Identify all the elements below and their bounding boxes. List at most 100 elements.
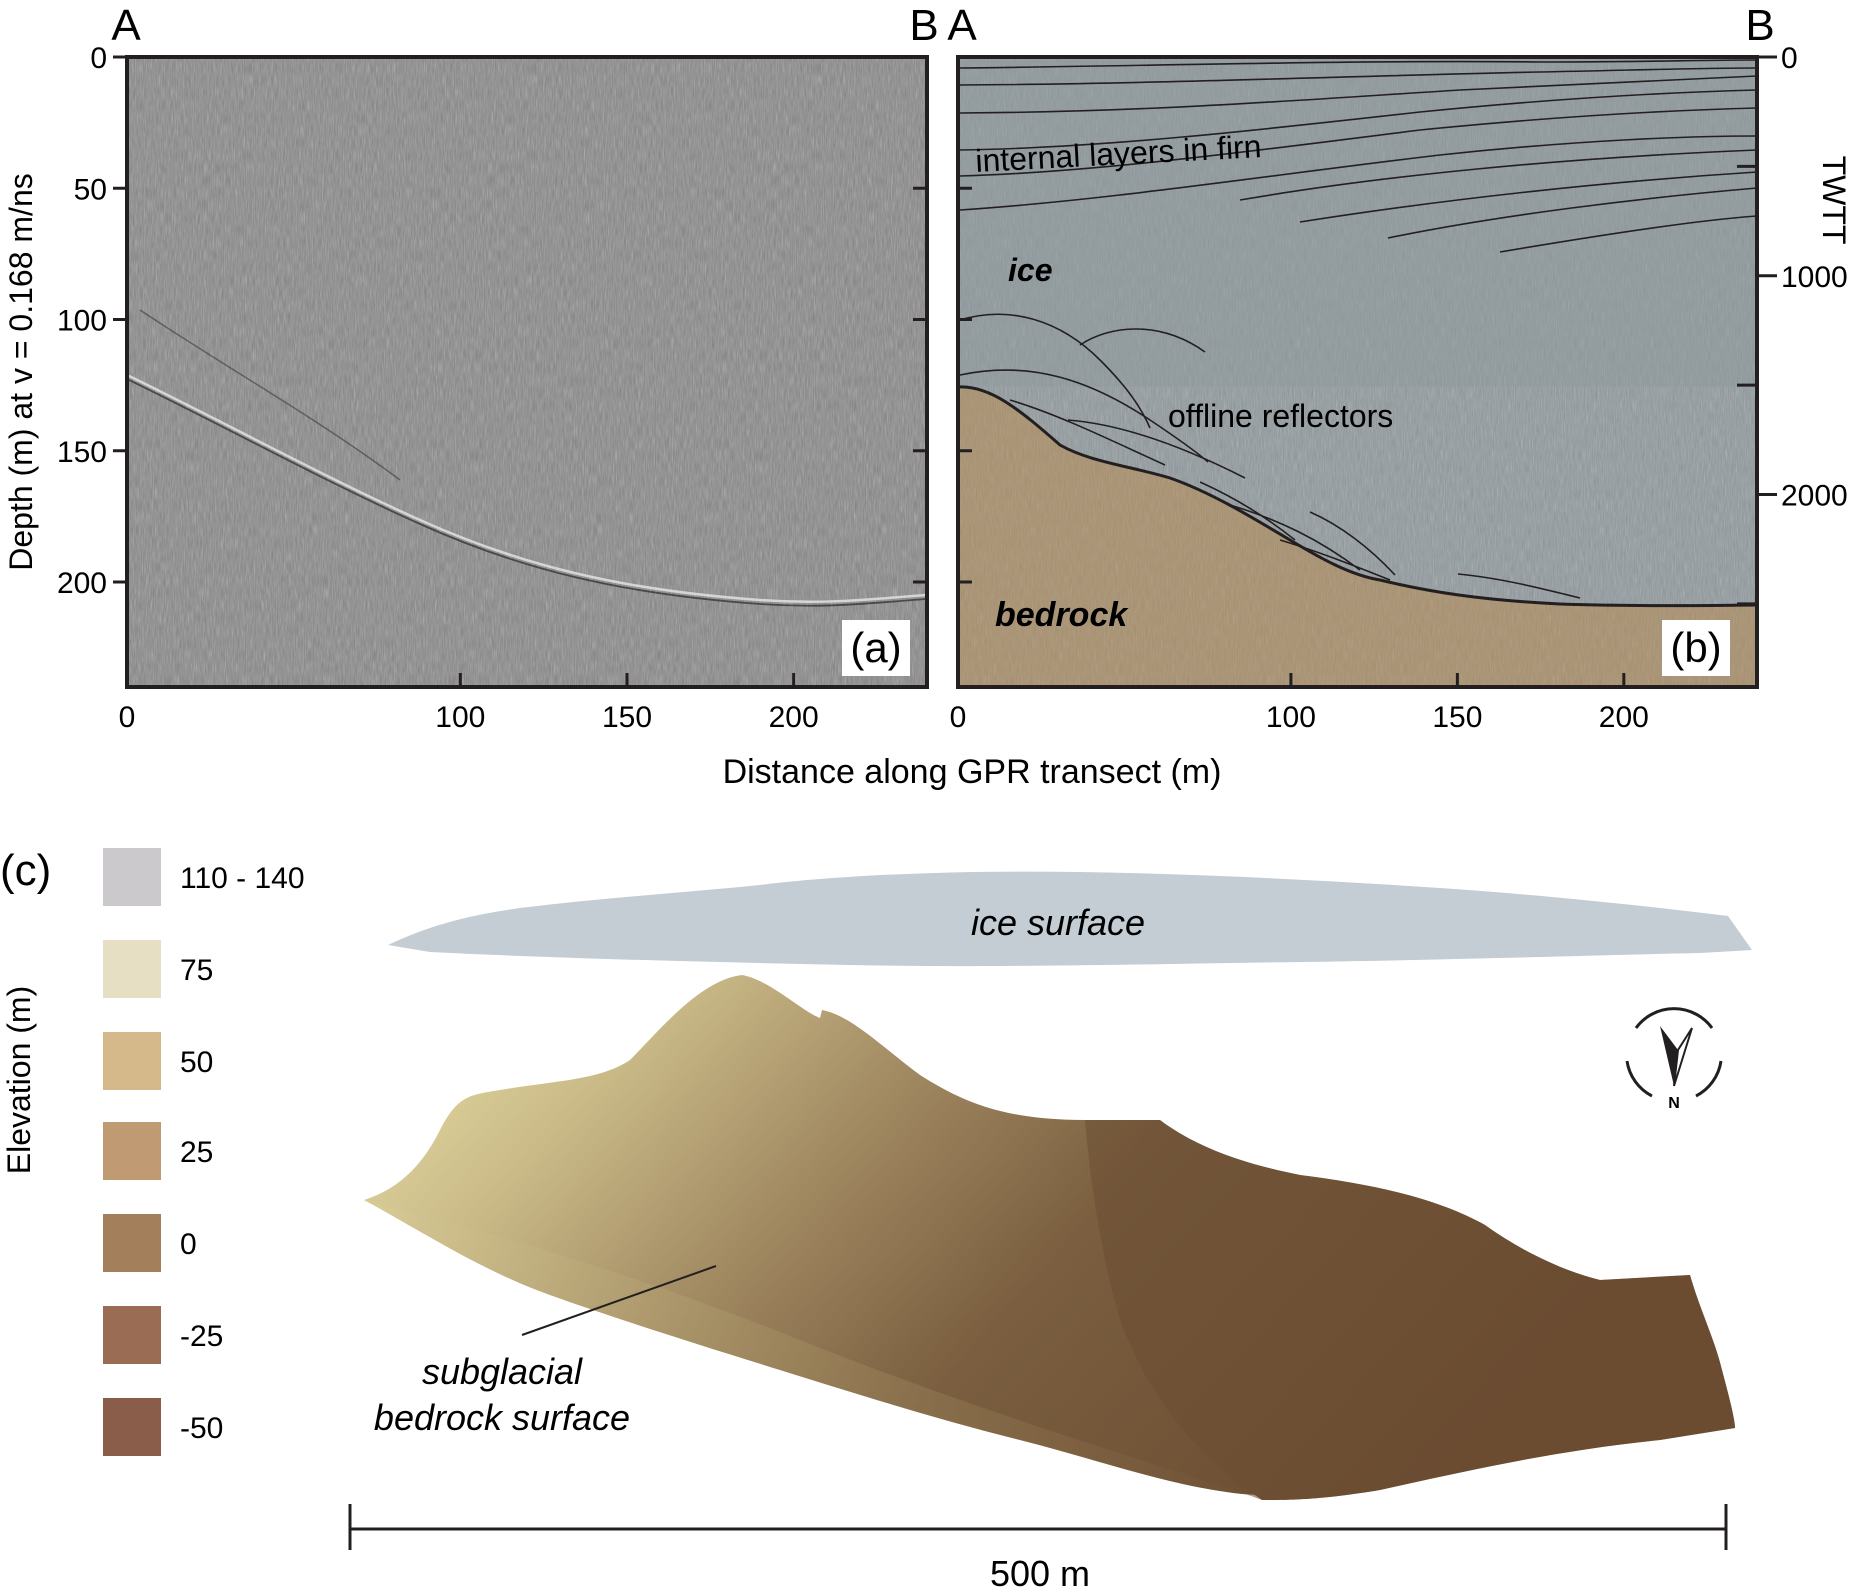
panel-a-end-label: B	[909, 1, 938, 50]
north-arrow-needle-light	[1673, 1027, 1693, 1087]
legend-swatch	[103, 1032, 161, 1090]
offline-reflection-trace	[139, 309, 401, 481]
offline-reflector-line	[1309, 511, 1396, 576]
legend-swatch	[103, 1214, 161, 1272]
legend-label: 0	[180, 1228, 197, 1261]
distance-tick-label: 200	[769, 701, 819, 734]
depth-tick-label: 100	[57, 305, 107, 338]
panel-a-frame	[125, 55, 929, 689]
distance-tick-label: 100	[1266, 701, 1316, 734]
bedrock-region-noise	[958, 386, 1757, 687]
legend-swatch	[103, 848, 161, 906]
depth-tick-label: 0	[90, 42, 107, 75]
offline-reflector-line	[1067, 419, 1246, 479]
panel-a-ylabel: Depth (m) at v = 0.168 m/ns	[3, 173, 39, 571]
twtt-axis-label: TWTT	[1816, 156, 1852, 245]
offline-reflector-line	[959, 313, 1151, 429]
legend-swatch	[103, 1122, 161, 1180]
distance-tick-label: 0	[950, 701, 967, 734]
legend-swatch	[103, 1306, 161, 1364]
bedrock-label-line1: subglacial	[422, 1351, 583, 1392]
legend-swatch	[103, 1398, 161, 1456]
radargram-panel-a: A B (a) Depth (m) at v = 0.168 m/ns 0 50 1…	[3, 1, 939, 734]
firn-layer-line	[959, 67, 1758, 86]
depth-tick-label: 200	[57, 567, 107, 600]
legend-label: -25	[180, 1320, 223, 1353]
bedrock-reflection-trace	[126, 373, 928, 603]
firn-layer-line	[1239, 149, 1758, 201]
twtt-tick-label: 2000	[1781, 480, 1848, 513]
north-label: N	[1668, 1095, 1680, 1112]
scale-bar: 500 m	[348, 1504, 1728, 1592]
legend-label: 110 - 140	[180, 862, 305, 895]
panel-b-frame	[956, 55, 1759, 689]
panel-a-right-ticks	[913, 55, 927, 584]
firn-layer-line	[1299, 171, 1758, 223]
firn-layer-line	[1387, 187, 1758, 239]
ice-surface-shape	[388, 871, 1752, 967]
panel-b-left-ticks	[958, 55, 972, 584]
legend-label: 25	[180, 1136, 213, 1169]
firn-layer-line	[959, 75, 1758, 114]
firn-layer-line	[959, 135, 1758, 211]
panel-b-label-box	[1662, 620, 1730, 676]
firn-layer-line	[959, 89, 1758, 151]
ice-surface-label: ice surface	[971, 902, 1145, 943]
panel-b-start-label: A	[947, 1, 977, 50]
offline-reflector-line	[959, 369, 1209, 463]
panel-a-distance-axis: 0 100 150 200	[119, 673, 819, 734]
bedrock-label-leader	[521, 1265, 717, 1336]
panel-a-label: (a)	[850, 624, 901, 671]
offline-reflector-line	[1457, 573, 1581, 599]
radargram-noise	[127, 57, 927, 687]
distance-tick-label: 150	[1432, 701, 1482, 734]
distance-tick-label: 200	[1599, 701, 1649, 734]
shared-xlabel: Distance along GPR transect (m)	[723, 753, 1222, 791]
twtt-tick-label: 1000	[1781, 261, 1848, 294]
north-arrow-icon: N	[1625, 1007, 1723, 1112]
panel-c-ylabel: Elevation (m)	[1, 986, 37, 1175]
legend-label: 75	[180, 954, 213, 987]
north-arrow-needle-dark	[1660, 1026, 1678, 1086]
reflectors-annotation: offline reflectors	[1168, 398, 1393, 434]
depth-tick-label: 50	[74, 173, 107, 206]
offline-reflector-lines	[959, 313, 1581, 599]
firn-layer-lines	[959, 59, 1758, 253]
panel-b-twtt-axis: 0 1000 2000	[1737, 42, 1848, 606]
offline-reflector-line	[1199, 481, 1296, 541]
twtt-tick-label: 0	[1781, 42, 1798, 75]
bedrock-front-shading	[364, 1200, 1262, 1500]
interpreted-panel-b: A B	[947, 1, 1852, 734]
panel-a-label-box	[842, 620, 910, 676]
depth-tick-label: 150	[57, 436, 107, 469]
distance-tick-label: 100	[435, 701, 485, 734]
panel-b-label: (b)	[1670, 624, 1721, 671]
firn-layer-line	[959, 107, 1758, 177]
panel-a-start-label: A	[111, 1, 141, 50]
bedrock-reflection-shadow	[126, 378, 928, 607]
scale-bar-label: 500 m	[990, 1553, 1090, 1592]
panel-b-end-label: B	[1745, 1, 1774, 50]
panel-a-depth-axis: 0 50 100 150 200	[57, 42, 127, 600]
ice-annotation: ice	[1008, 252, 1052, 288]
distance-tick-label: 150	[602, 701, 652, 734]
panel-b-distance-axis: 0 100 150 200	[950, 673, 1649, 734]
bedrock-annotation: bedrock	[995, 596, 1129, 634]
legend-swatch	[103, 940, 161, 998]
distance-tick-label: 0	[119, 701, 136, 734]
firn-layer-line	[959, 59, 1758, 69]
bedrock-label-line2: bedrock surface	[374, 1397, 630, 1438]
panel-c-label: (c)	[0, 846, 51, 895]
firn-layer-line	[1499, 215, 1758, 253]
legend-label: -50	[180, 1412, 223, 1445]
bedrock-3d-panel-c: (c) Elevation (m) 110 - 140 75 50 25 0 -25 -50…	[0, 846, 1752, 1592]
offline-reflector-line	[1079, 328, 1206, 353]
offline-reflector-line	[1279, 539, 1391, 581]
elevation-legend: 110 - 140 75 50 25 0 -25 -50	[103, 848, 305, 1456]
offline-reflector-line	[1009, 399, 1166, 466]
north-arrow-ring	[1625, 1007, 1723, 1098]
bedrock-dark-ridge	[1085, 1120, 1735, 1500]
offline-reflector-line	[1229, 504, 1361, 571]
legend-label: 50	[180, 1046, 213, 1079]
